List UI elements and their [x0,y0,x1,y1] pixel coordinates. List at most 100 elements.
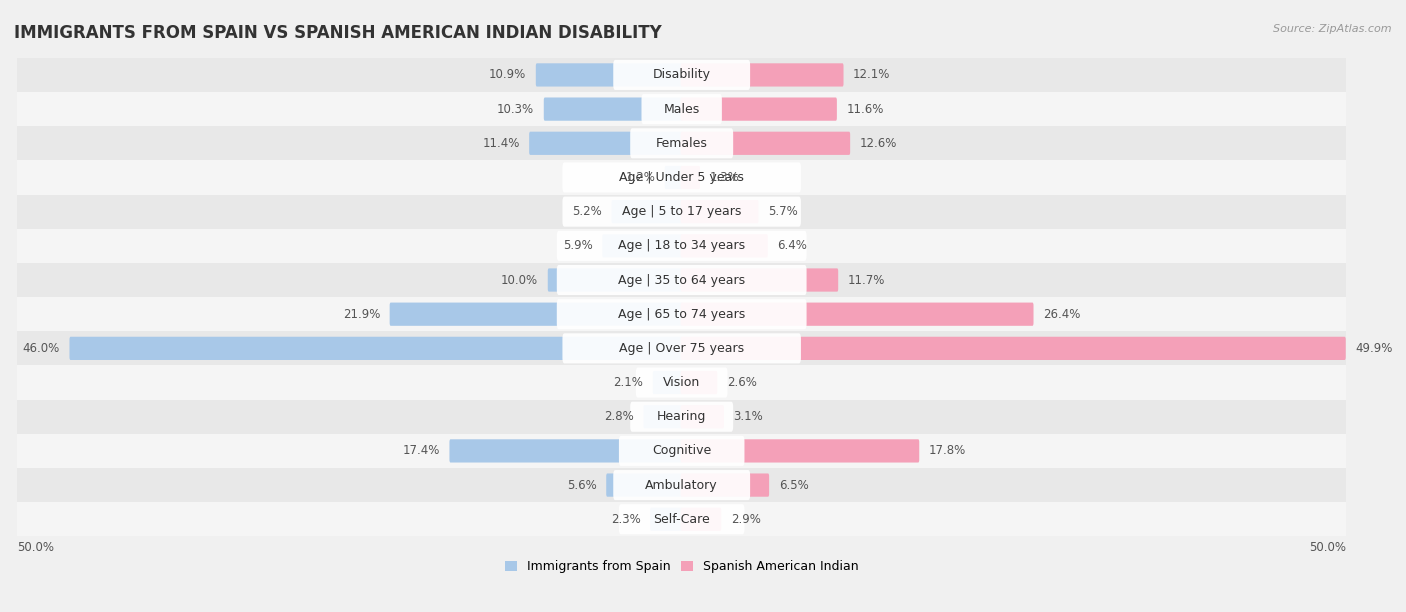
FancyBboxPatch shape [17,468,1346,502]
Text: Source: ZipAtlas.com: Source: ZipAtlas.com [1274,24,1392,34]
FancyBboxPatch shape [681,474,769,497]
FancyBboxPatch shape [548,269,683,292]
FancyBboxPatch shape [681,132,851,155]
Text: 5.2%: 5.2% [572,205,602,218]
FancyBboxPatch shape [681,200,758,223]
FancyBboxPatch shape [536,63,683,86]
Text: Age | 18 to 34 years: Age | 18 to 34 years [619,239,745,252]
Text: 3.1%: 3.1% [734,410,763,424]
Text: 50.0%: 50.0% [17,542,55,554]
Text: Age | 35 to 64 years: Age | 35 to 64 years [619,274,745,286]
FancyBboxPatch shape [69,337,683,360]
FancyBboxPatch shape [17,229,1346,263]
FancyBboxPatch shape [602,234,683,258]
Text: 5.9%: 5.9% [562,239,593,252]
Text: 12.6%: 12.6% [859,137,897,150]
Text: Age | 5 to 17 years: Age | 5 to 17 years [621,205,741,218]
FancyBboxPatch shape [562,334,801,364]
Text: 1.3%: 1.3% [710,171,740,184]
FancyBboxPatch shape [681,439,920,463]
Text: 11.7%: 11.7% [848,274,886,286]
FancyBboxPatch shape [613,470,751,500]
FancyBboxPatch shape [681,166,700,189]
Text: 1.2%: 1.2% [626,171,655,184]
Text: 50.0%: 50.0% [1309,542,1346,554]
FancyBboxPatch shape [544,97,683,121]
FancyBboxPatch shape [17,297,1346,331]
Text: 10.9%: 10.9% [489,69,526,81]
Legend: Immigrants from Spain, Spanish American Indian: Immigrants from Spain, Spanish American … [505,560,859,573]
Text: Cognitive: Cognitive [652,444,711,457]
Text: 17.4%: 17.4% [402,444,440,457]
FancyBboxPatch shape [606,474,683,497]
Text: Hearing: Hearing [657,410,706,424]
Text: 49.9%: 49.9% [1355,342,1393,355]
FancyBboxPatch shape [630,401,733,432]
FancyBboxPatch shape [450,439,683,463]
Text: 2.3%: 2.3% [610,513,641,526]
Text: Females: Females [655,137,707,150]
Text: 12.1%: 12.1% [853,69,890,81]
FancyBboxPatch shape [636,368,727,398]
FancyBboxPatch shape [619,504,744,534]
Text: Ambulatory: Ambulatory [645,479,718,491]
FancyBboxPatch shape [630,129,733,159]
FancyBboxPatch shape [652,371,683,394]
FancyBboxPatch shape [17,126,1346,160]
FancyBboxPatch shape [681,405,724,428]
Text: 10.0%: 10.0% [501,274,538,286]
Text: IMMIGRANTS FROM SPAIN VS SPANISH AMERICAN INDIAN DISABILITY: IMMIGRANTS FROM SPAIN VS SPANISH AMERICA… [14,24,662,42]
Text: Males: Males [664,103,700,116]
FancyBboxPatch shape [641,94,721,124]
Text: 5.7%: 5.7% [768,205,797,218]
FancyBboxPatch shape [17,434,1346,468]
FancyBboxPatch shape [681,234,768,258]
FancyBboxPatch shape [529,132,683,155]
Text: 2.1%: 2.1% [613,376,643,389]
FancyBboxPatch shape [17,365,1346,400]
FancyBboxPatch shape [665,166,683,189]
FancyBboxPatch shape [681,507,721,531]
FancyBboxPatch shape [17,400,1346,434]
FancyBboxPatch shape [17,331,1346,365]
FancyBboxPatch shape [562,162,801,193]
FancyBboxPatch shape [557,265,807,295]
FancyBboxPatch shape [557,231,807,261]
Text: 11.6%: 11.6% [846,103,884,116]
Text: 2.8%: 2.8% [605,410,634,424]
FancyBboxPatch shape [17,502,1346,536]
Text: 6.5%: 6.5% [779,479,808,491]
FancyBboxPatch shape [681,63,844,86]
Text: 6.4%: 6.4% [778,239,807,252]
FancyBboxPatch shape [17,263,1346,297]
FancyBboxPatch shape [619,436,744,466]
FancyBboxPatch shape [17,58,1346,92]
Text: Vision: Vision [664,376,700,389]
FancyBboxPatch shape [681,371,717,394]
Text: Age | 65 to 74 years: Age | 65 to 74 years [619,308,745,321]
FancyBboxPatch shape [17,92,1346,126]
FancyBboxPatch shape [613,60,751,90]
Text: 46.0%: 46.0% [22,342,60,355]
Text: 2.9%: 2.9% [731,513,761,526]
Text: 5.6%: 5.6% [567,479,596,491]
Text: 17.8%: 17.8% [929,444,966,457]
Text: Age | Under 5 years: Age | Under 5 years [619,171,744,184]
Text: Disability: Disability [652,69,710,81]
Text: 10.3%: 10.3% [498,103,534,116]
FancyBboxPatch shape [17,195,1346,229]
FancyBboxPatch shape [681,302,1033,326]
Text: Age | Over 75 years: Age | Over 75 years [619,342,744,355]
FancyBboxPatch shape [557,299,807,329]
FancyBboxPatch shape [681,97,837,121]
FancyBboxPatch shape [650,507,683,531]
Text: 2.6%: 2.6% [727,376,756,389]
Text: 11.4%: 11.4% [482,137,520,150]
Text: Self-Care: Self-Care [654,513,710,526]
FancyBboxPatch shape [389,302,683,326]
Text: 26.4%: 26.4% [1043,308,1080,321]
FancyBboxPatch shape [644,405,683,428]
FancyBboxPatch shape [562,196,801,226]
Text: 21.9%: 21.9% [343,308,380,321]
FancyBboxPatch shape [681,269,838,292]
